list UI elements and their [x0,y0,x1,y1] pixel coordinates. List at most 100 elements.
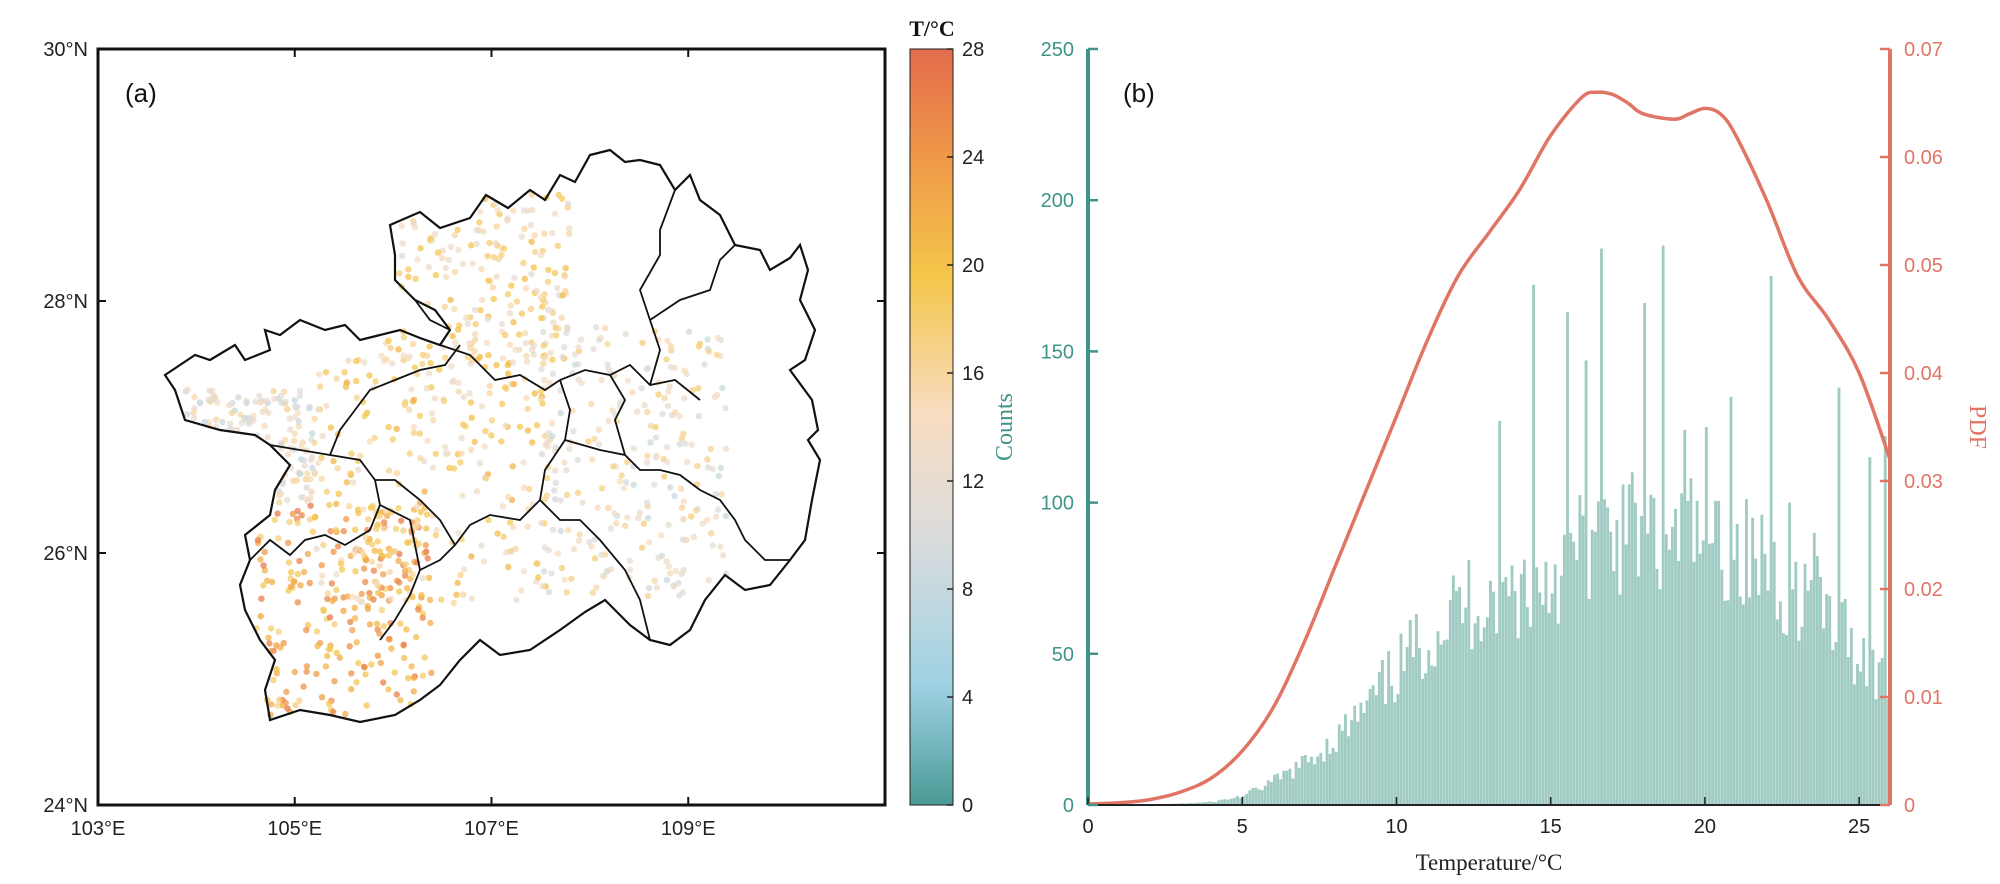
histogram-bar [1640,515,1643,805]
station-dot [455,529,462,537]
station-dot [264,434,271,441]
station-dot [276,499,283,506]
station-dot [528,238,535,245]
station-dot [395,346,402,353]
histogram-bar [1661,245,1665,805]
histogram-bar [1618,594,1622,805]
station-dot [690,533,698,541]
station-dot [523,358,531,365]
station-dot [450,377,457,384]
histogram-bar [1418,648,1421,805]
histogram-bar [1782,633,1785,805]
histogram-bar [1766,590,1770,805]
station-dot [509,463,516,470]
station-dot [344,593,351,600]
station-dot [570,546,578,553]
station-dot [454,226,461,234]
station-dot [530,264,537,271]
station-dot [457,459,464,466]
station-dot [681,367,688,374]
station-dot [358,590,365,598]
station-dot [404,584,411,592]
station-dot [647,439,654,446]
histogram-bar [1408,619,1412,805]
histogram-bar [1319,752,1323,805]
y-tick-label: 150 [1041,341,1074,363]
station-dot [542,354,549,361]
station-dot [605,365,612,372]
station-dot [294,570,301,578]
station-dot [557,527,565,535]
station-dot [304,550,312,558]
station-dot [588,400,595,407]
station-dot [523,394,530,402]
station-dot [663,576,671,584]
station-dot [320,541,327,549]
histogram-bar [1322,761,1326,805]
station-dot [296,557,303,565]
station-dot [424,437,431,444]
station-dot [330,458,337,465]
station-dot [652,434,660,441]
station-dot [386,568,393,576]
colorbar [909,48,954,806]
station-dot [676,441,684,448]
station-dot [563,491,571,499]
histogram-bar [1572,541,1576,805]
station-dot [528,271,535,278]
station-dot [506,310,513,317]
histogram-bar [1778,601,1782,805]
histogram-bar [1630,472,1634,805]
histogram-bar [1202,802,1205,805]
histogram-bar [1677,560,1680,805]
station-dot [537,520,545,527]
station-dot [419,360,426,368]
station-dot [307,502,314,509]
map-y-tick-label: 28°N [43,291,88,313]
station-dot [324,590,331,597]
station-dot [263,397,270,404]
station-dot [460,393,468,401]
histogram-bar [1612,571,1616,805]
station-dot [318,454,325,462]
map-x-tick-label: 105°E [267,818,322,840]
station-dot [645,539,653,546]
station-dot [357,452,364,459]
station-dot [499,400,506,407]
y2-tick-label: 0.01 [1904,687,1943,709]
map-y-tick-label: 30°N [43,39,88,61]
station-dot [446,464,453,471]
station-dot [266,640,273,647]
station-dot [485,277,492,284]
station-dot [385,423,392,431]
station-dot [668,347,675,354]
histogram-bar [1288,768,1292,805]
station-dot [326,614,334,621]
histogram-bar [1214,802,1218,805]
station-dot [319,572,326,579]
station-dot [397,620,404,627]
station-dot [490,295,497,303]
station-dot [434,249,442,256]
station-dot [630,445,638,452]
station-dot [372,378,379,385]
station-dot [360,565,368,572]
histogram-bar [1510,565,1514,805]
histogram-bar [1211,801,1215,805]
station-dot [295,418,302,425]
station-dot [563,329,570,337]
station-dot [510,319,517,326]
station-dot [270,676,277,684]
station-dot [414,256,421,263]
station-dot [442,354,449,361]
station-dot [450,465,458,472]
station-dot [510,381,518,388]
station-dot [548,420,556,427]
station-dot [538,251,545,259]
station-dot [469,260,476,267]
histogram-bar [1285,770,1289,805]
histogram-bar [1859,671,1862,805]
station-dot [307,476,314,483]
station-dot [366,372,373,379]
histogram-bar [1831,650,1835,805]
